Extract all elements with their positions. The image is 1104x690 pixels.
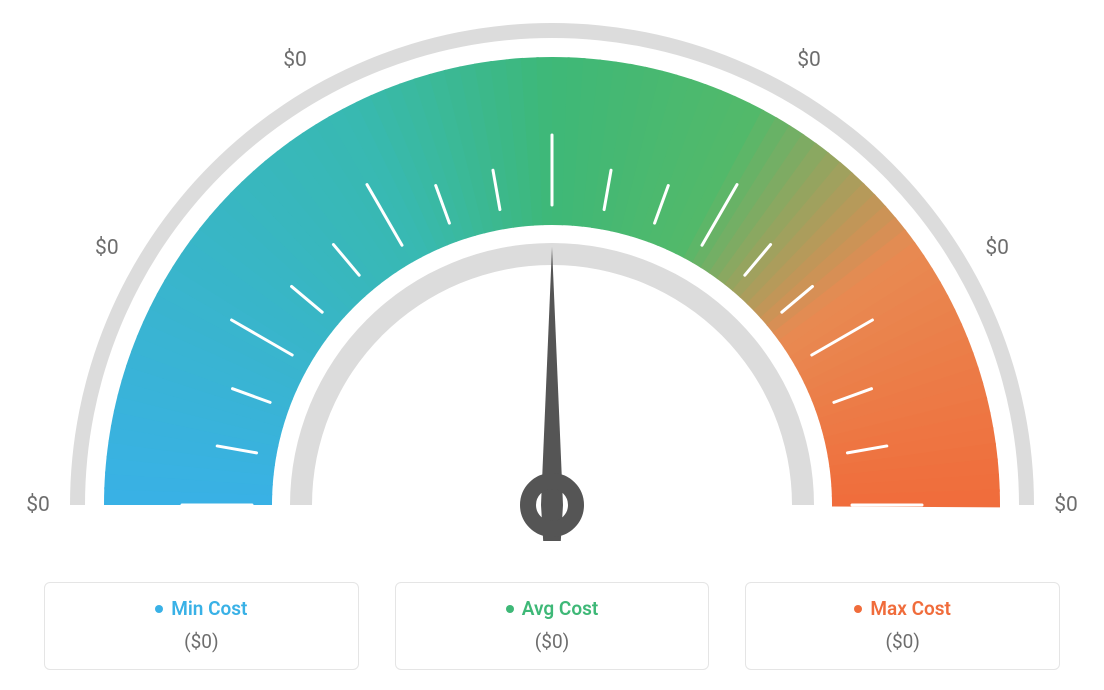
scale-label: $0 — [797, 48, 821, 72]
legend-card-min: Min Cost ($0) — [44, 582, 359, 670]
legend-label-min-text: Min Cost — [171, 597, 247, 620]
cost-gauge: $0 $0 $0 $0 $0 $0 $0 — [0, 0, 1104, 560]
legend-label-min: Min Cost — [45, 597, 358, 620]
legend-card-max: Max Cost ($0) — [745, 582, 1060, 670]
gauge-svg — [0, 0, 1104, 560]
legend-value-avg: ($0) — [396, 630, 709, 653]
legend-label-avg-text: Avg Cost — [522, 597, 598, 620]
legend-label-max: Max Cost — [746, 597, 1059, 620]
scale-label: $0 — [26, 493, 50, 517]
legend-dot-avg — [506, 605, 514, 613]
legend-card-avg: Avg Cost ($0) — [395, 582, 710, 670]
legend-row: Min Cost ($0) Avg Cost ($0) Max Cost ($0… — [44, 582, 1060, 670]
scale-label: $0 — [283, 48, 307, 72]
legend-dot-min — [155, 605, 163, 613]
legend-label-max-text: Max Cost — [870, 597, 951, 620]
scale-label: $0 — [95, 236, 119, 260]
legend-value-max: ($0) — [746, 630, 1059, 653]
legend-label-avg: Avg Cost — [396, 597, 709, 620]
legend-dot-max — [854, 605, 862, 613]
scale-label: $0 — [1054, 493, 1078, 517]
legend-value-min: ($0) — [45, 630, 358, 653]
scale-label: $0 — [540, 0, 564, 3]
scale-label: $0 — [985, 236, 1009, 260]
